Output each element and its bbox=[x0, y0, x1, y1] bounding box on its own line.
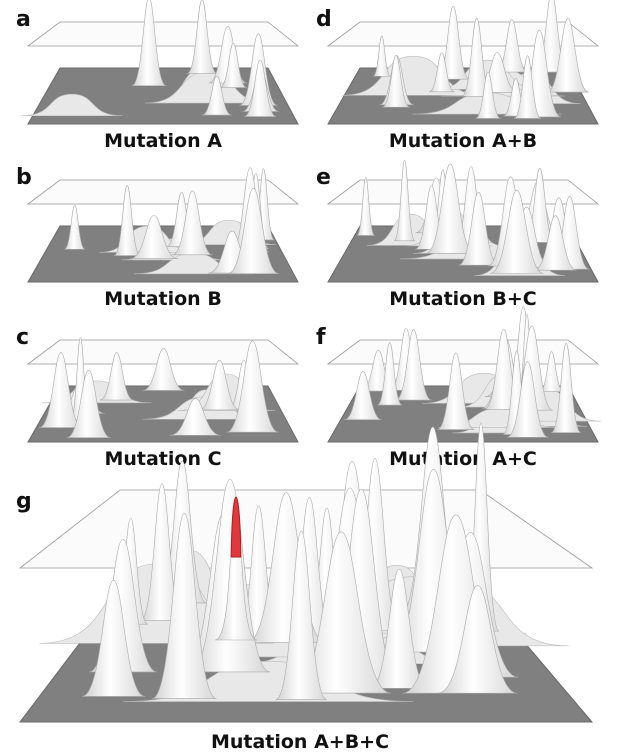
panel-caption: Mutation A+B+C bbox=[211, 731, 389, 753]
peak bbox=[437, 585, 518, 694]
peak bbox=[201, 75, 232, 116]
peak bbox=[356, 177, 376, 236]
peak bbox=[369, 568, 429, 689]
upper-plane bbox=[326, 179, 600, 205]
peak bbox=[395, 329, 432, 401]
peak bbox=[131, 0, 167, 86]
landscape bbox=[326, 0, 600, 125]
peak bbox=[495, 19, 528, 73]
landscape bbox=[26, 167, 300, 283]
panel-caption: Mutation B+C bbox=[389, 288, 536, 310]
peak bbox=[186, 0, 218, 74]
peak bbox=[226, 340, 279, 433]
peak bbox=[169, 398, 222, 436]
peak bbox=[382, 54, 411, 108]
panel-caption: Mutation C bbox=[104, 448, 221, 470]
peak bbox=[142, 348, 185, 391]
peak bbox=[219, 42, 248, 88]
upper-plane bbox=[326, 21, 600, 47]
panel-letter: d bbox=[316, 7, 332, 32]
peak bbox=[129, 214, 179, 259]
red-peak bbox=[230, 496, 242, 558]
peak bbox=[437, 352, 475, 430]
panel-letter: e bbox=[316, 165, 331, 190]
landscape bbox=[326, 306, 601, 443]
peak bbox=[550, 342, 582, 433]
peak bbox=[506, 361, 549, 438]
peak bbox=[39, 352, 83, 428]
peak bbox=[513, 55, 542, 119]
peak bbox=[227, 188, 280, 274]
peak bbox=[458, 191, 499, 266]
peak bbox=[63, 204, 86, 250]
peak bbox=[428, 52, 455, 93]
landscape bbox=[21, 0, 300, 125]
peak bbox=[66, 369, 111, 438]
landscape bbox=[26, 337, 300, 443]
panel-letter: b bbox=[16, 165, 32, 190]
upper-plane bbox=[26, 179, 300, 205]
peak bbox=[99, 352, 134, 401]
peak bbox=[376, 342, 403, 406]
peak bbox=[81, 579, 146, 697]
peak bbox=[172, 190, 213, 256]
peak bbox=[343, 371, 383, 421]
peak bbox=[275, 530, 328, 700]
panel-caption: Mutation A+B bbox=[389, 130, 537, 152]
peak bbox=[393, 160, 416, 242]
panel-caption: Mutation B bbox=[104, 288, 222, 310]
hill bbox=[21, 93, 123, 117]
peak bbox=[546, 18, 590, 93]
peak bbox=[113, 185, 141, 256]
panel-letter: f bbox=[316, 325, 326, 350]
peak bbox=[489, 189, 544, 274]
peak bbox=[199, 360, 240, 411]
peak bbox=[475, 71, 502, 119]
panel-caption: Mutation A+C bbox=[389, 448, 537, 470]
panel-letter: g bbox=[16, 489, 32, 514]
panel-caption: Mutation A bbox=[104, 130, 222, 152]
peak bbox=[533, 215, 578, 271]
upper-plane bbox=[326, 339, 600, 365]
peak bbox=[372, 35, 391, 77]
panel-letter: a bbox=[16, 7, 31, 32]
peak bbox=[425, 163, 475, 254]
landscape bbox=[18, 422, 594, 723]
peak bbox=[151, 513, 217, 699]
panel-letter: c bbox=[16, 325, 29, 350]
peak bbox=[243, 59, 277, 117]
landscape bbox=[326, 160, 600, 283]
